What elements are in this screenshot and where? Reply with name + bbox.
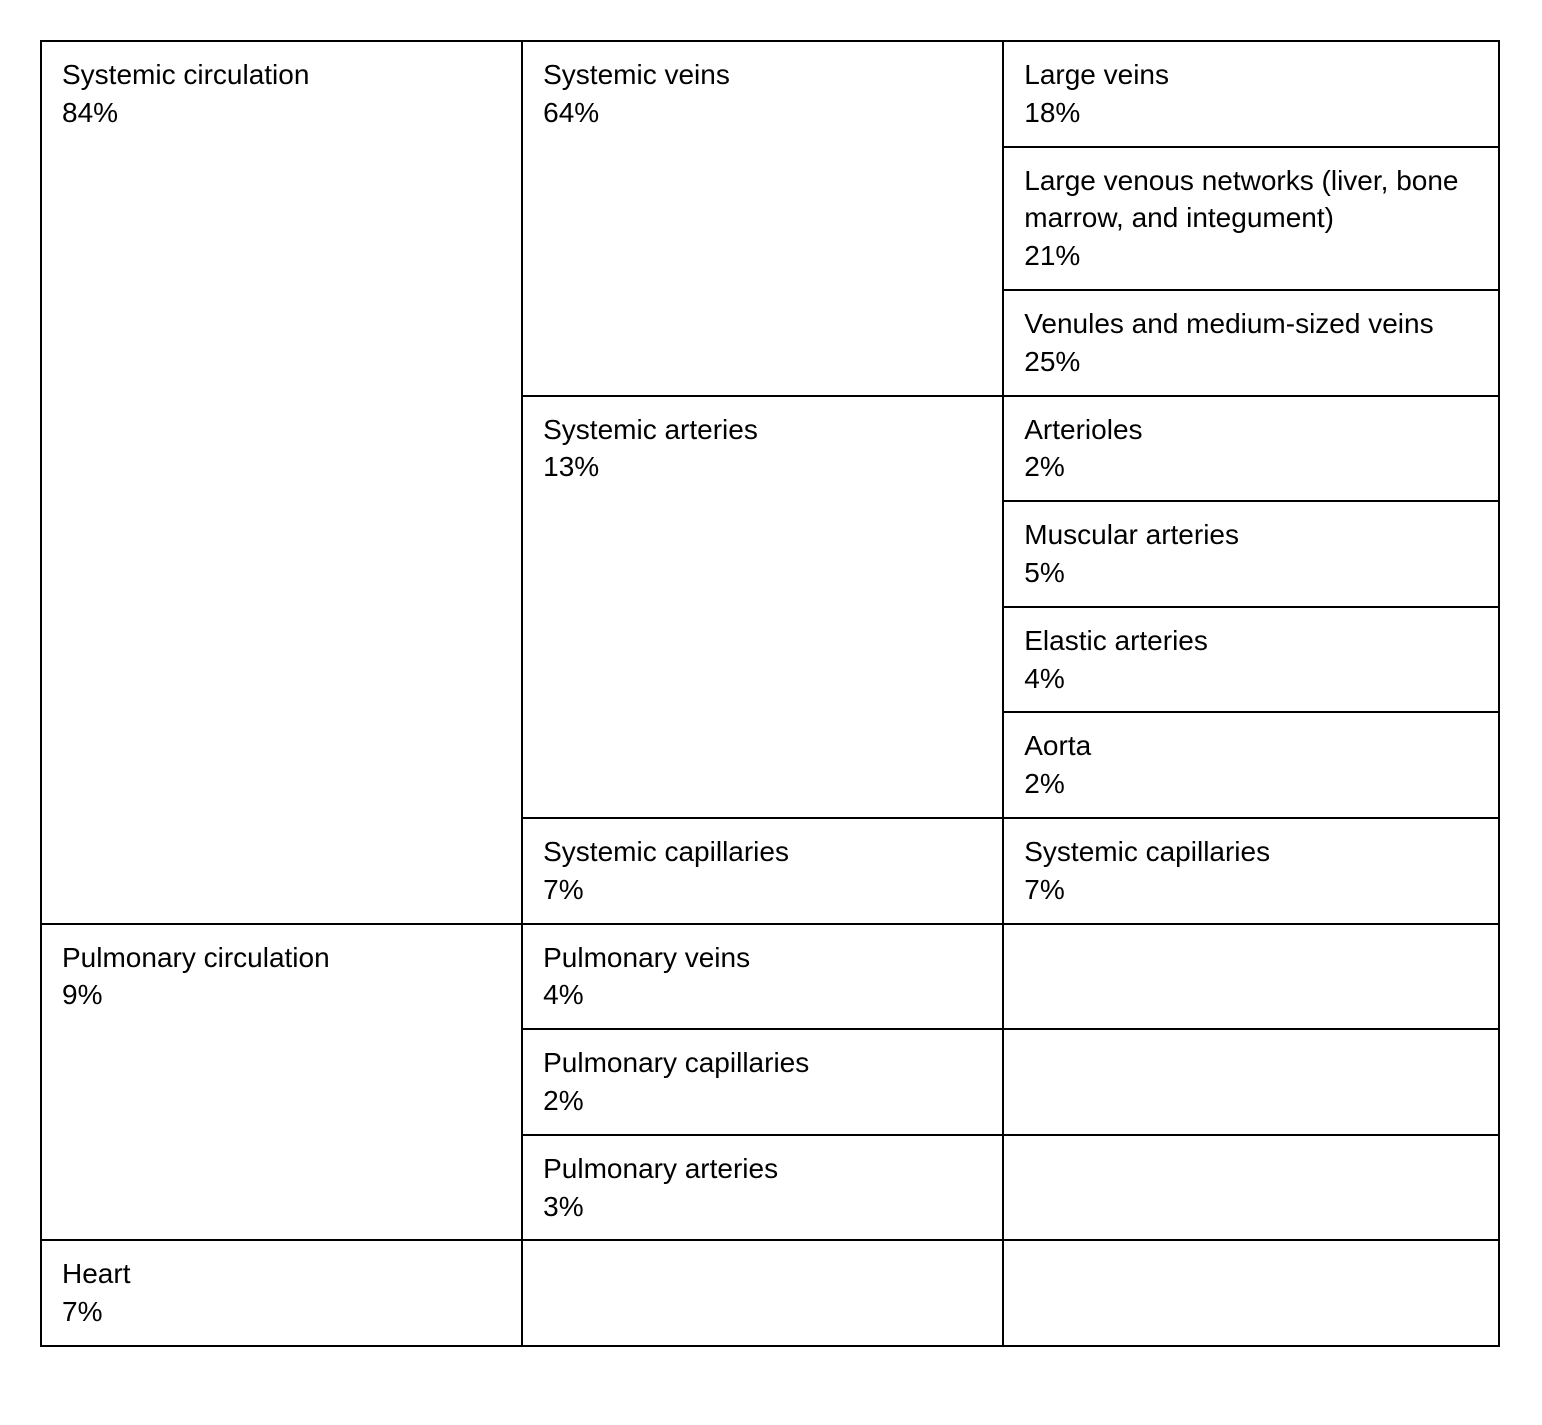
cell-systemic-capillaries-right: Systemic capillaries 7% [1003,818,1499,924]
cell-pulmonary-capillaries: Pulmonary capillaries 2% [522,1029,1003,1135]
cell-muscular-arteries: Muscular arteries 5% [1003,501,1499,607]
cell-value: 7% [543,871,982,909]
cell-label: Aorta [1024,727,1478,765]
cell-label: Pulmonary arteries [543,1150,982,1188]
cell-pulmonary-veins: Pulmonary veins 4% [522,924,1003,1030]
cell-label: Pulmonary circulation [62,939,501,977]
cell-large-venous-networks: Large venous networks (liver, bone marro… [1003,147,1499,290]
cell-label: Systemic circulation [62,56,501,94]
cell-label: Pulmonary capillaries [543,1044,982,1082]
cell-label: Systemic veins [543,56,982,94]
cell-label: Arterioles [1024,411,1478,449]
cell-value: 2% [543,1082,982,1120]
cell-value: 7% [1024,871,1478,909]
cell-arterioles: Arterioles 2% [1003,396,1499,502]
cell-label: Heart [62,1255,501,1293]
cell-value: 4% [1024,660,1478,698]
cell-heart: Heart 7% [41,1240,522,1346]
cell-value: 25% [1024,343,1478,381]
table-body: Systemic circulation 84% Systemic veins … [41,41,1499,1346]
cell-value: 9% [62,976,501,1014]
cell-empty [1003,1240,1499,1346]
cell-value: 5% [1024,554,1478,592]
cell-pulmonary-circulation: Pulmonary circulation 9% [41,924,522,1241]
cell-value: 18% [1024,94,1478,132]
cell-label: Large venous networks (liver, bone marro… [1024,162,1478,238]
cell-systemic-veins: Systemic veins 64% [522,41,1003,396]
cell-label: Systemic capillaries [543,833,982,871]
cell-value: 3% [543,1188,982,1226]
cell-value: 2% [1024,765,1478,803]
cell-value: 64% [543,94,982,132]
cell-systemic-circulation: Systemic circulation 84% [41,41,522,924]
cell-label: Venules and medium-sized veins [1024,305,1478,343]
blood-distribution-table: Systemic circulation 84% Systemic veins … [40,40,1500,1347]
cell-empty [1003,924,1499,1030]
cell-label: Large veins [1024,56,1478,94]
cell-label: Pulmonary veins [543,939,982,977]
cell-label: Systemic capillaries [1024,833,1478,871]
cell-value: 4% [543,976,982,1014]
table-row: Systemic circulation 84% Systemic veins … [41,41,1499,147]
cell-empty [522,1240,1003,1346]
cell-pulmonary-arteries: Pulmonary arteries 3% [522,1135,1003,1241]
cell-empty [1003,1135,1499,1241]
table-row: Pulmonary circulation 9% Pulmonary veins… [41,924,1499,1030]
table-row: Heart 7% [41,1240,1499,1346]
cell-label: Elastic arteries [1024,622,1478,660]
cell-value: 7% [62,1293,501,1331]
cell-value: 2% [1024,448,1478,486]
cell-systemic-capillaries-mid: Systemic capillaries 7% [522,818,1003,924]
cell-aorta: Aorta 2% [1003,712,1499,818]
cell-value: 21% [1024,237,1478,275]
cell-label: Muscular arteries [1024,516,1478,554]
cell-large-veins: Large veins 18% [1003,41,1499,147]
cell-elastic-arteries: Elastic arteries 4% [1003,607,1499,713]
cell-label: Systemic arteries [543,411,982,449]
cell-systemic-arteries: Systemic arteries 13% [522,396,1003,818]
cell-empty [1003,1029,1499,1135]
cell-venules: Venules and medium-sized veins 25% [1003,290,1499,396]
cell-value: 84% [62,94,501,132]
cell-value: 13% [543,448,982,486]
